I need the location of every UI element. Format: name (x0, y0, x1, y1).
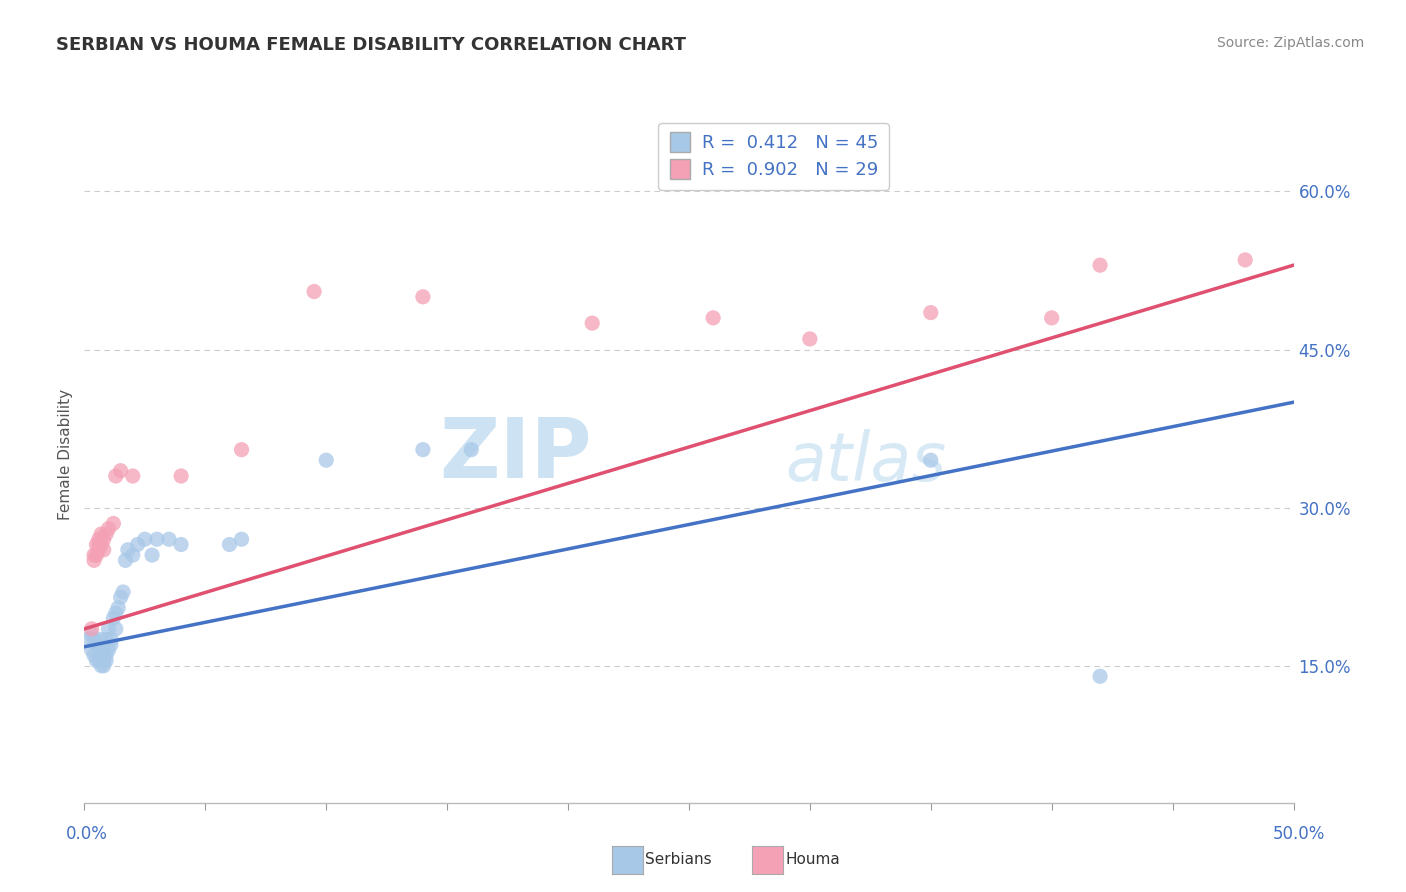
Point (87, 542, 110, 557)
Point (107, 600, 129, 615)
Point (94, 648, 117, 663)
Point (90, 653, 112, 667)
Point (87, 537, 110, 551)
Text: ZIP: ZIP (440, 415, 592, 495)
Point (97, 522, 120, 536)
Point (117, 542, 139, 557)
Point (87, 533, 110, 547)
Text: SERBIAN VS HOUMA FEMALE DISABILITY CORRELATION CHART: SERBIAN VS HOUMA FEMALE DISABILITY CORRE… (56, 36, 686, 54)
Point (90, 527, 112, 541)
Point (218, 537, 240, 551)
Point (83, 553, 105, 567)
Point (80, 643, 103, 657)
Point (231, 442, 253, 457)
Point (112, 585, 135, 599)
Point (80, 627, 103, 641)
Point (1088, 258, 1111, 272)
Point (315, 453, 337, 467)
Point (83, 632, 105, 647)
Point (86, 653, 108, 667)
Point (114, 553, 136, 567)
Point (100, 638, 122, 652)
Point (87, 648, 110, 663)
Point (920, 305, 942, 319)
Point (134, 533, 156, 547)
Point (97, 622, 120, 636)
Point (83, 548, 105, 562)
Point (90, 537, 112, 551)
Point (100, 632, 122, 647)
Point (141, 548, 163, 562)
Point (90, 632, 112, 647)
Point (1088, 669, 1111, 683)
Point (104, 469, 127, 483)
Legend: R =  0.412   N = 45, R =  0.902   N = 29: R = 0.412 N = 45, R = 0.902 N = 29 (658, 123, 889, 190)
Point (93, 542, 115, 557)
Point (146, 533, 169, 547)
Point (103, 611, 125, 625)
Point (93, 653, 115, 667)
Point (799, 332, 821, 346)
Text: 50.0%: 50.0% (1272, 825, 1326, 843)
Point (86, 638, 108, 652)
Point (460, 442, 482, 457)
Point (93, 533, 115, 547)
Text: Houma: Houma (786, 853, 841, 867)
Point (170, 537, 193, 551)
Point (170, 469, 193, 483)
Point (93, 658, 115, 673)
Point (920, 453, 942, 467)
Text: Source: ZipAtlas.com: Source: ZipAtlas.com (1216, 36, 1364, 50)
Point (103, 516, 125, 531)
Y-axis label: Female Disability: Female Disability (58, 389, 73, 521)
Point (104, 606, 127, 620)
Point (86, 537, 108, 551)
Text: Serbians: Serbians (645, 853, 711, 867)
Point (83, 648, 105, 663)
Point (110, 464, 132, 478)
Point (581, 316, 603, 330)
Point (302, 285, 325, 299)
Point (90, 658, 112, 673)
Text: atlas: atlas (786, 429, 946, 495)
Point (702, 310, 724, 325)
Point (127, 537, 149, 551)
Point (121, 469, 143, 483)
Point (104, 622, 127, 636)
Point (1234, 252, 1257, 267)
Point (93, 643, 115, 657)
Point (86, 548, 108, 562)
Point (157, 533, 180, 547)
Point (94, 653, 117, 667)
Point (87, 653, 110, 667)
Point (110, 591, 132, 605)
Text: 0.0%: 0.0% (66, 825, 108, 843)
Point (412, 290, 434, 304)
Point (412, 442, 434, 457)
Point (94, 632, 117, 647)
Point (97, 643, 120, 657)
Point (94, 527, 117, 541)
Point (77, 632, 100, 647)
Point (87, 638, 110, 652)
Point (1040, 310, 1063, 325)
Point (231, 533, 253, 547)
Point (121, 548, 143, 562)
Point (80, 622, 103, 636)
